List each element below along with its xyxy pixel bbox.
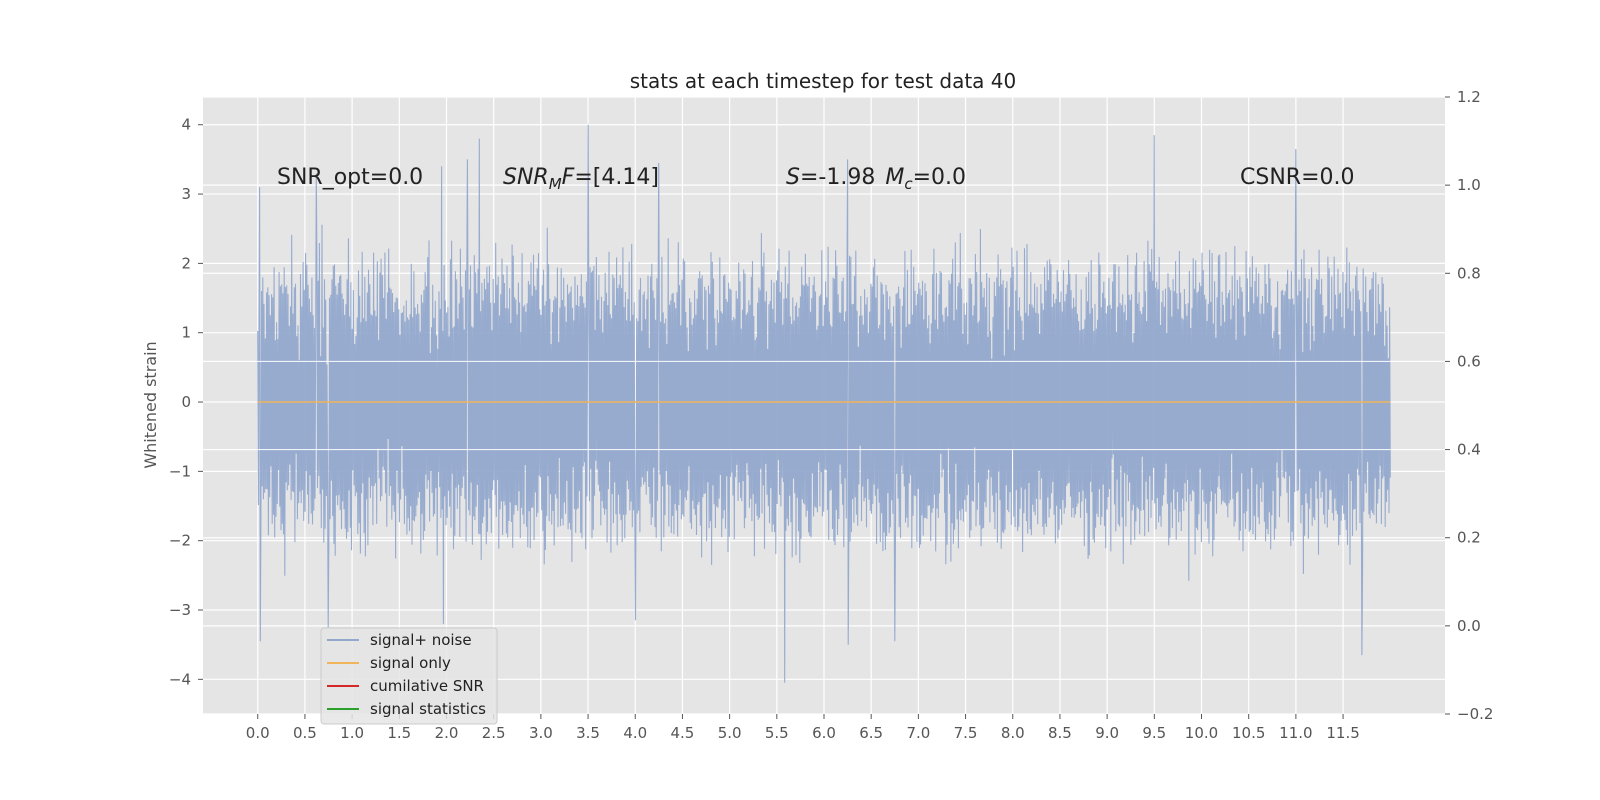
x-tick-label: 1.0 [340,724,364,742]
y-tick-label: −4 [169,670,191,688]
x-tick-label: 8.0 [1001,724,1025,742]
s-value: =-1.98 [800,165,875,190]
annotation-s-mc: S=-1.98 Mc=0.0 [786,165,966,193]
x-tick-label: 6.0 [812,724,836,742]
y-tick-label: −3 [169,601,191,619]
legend-label-signal-only: signal only [370,654,451,672]
x-tick-label: 2.0 [435,724,459,742]
y-axis-right: −0.2 0.0 0.2 0.4 0.6 0.8 1.0 1.2 [1445,88,1493,723]
mc-sub: c [904,175,913,193]
y-axis-left: −4 −3 −2 −1 0 1 2 3 4 [169,116,203,688]
x-tick-label: 5.0 [718,724,742,742]
snr-mf-mid: F [562,165,575,190]
y-tick-label: 0 [181,393,191,411]
x-tick-label: 3.0 [529,724,553,742]
y-axis-label: Whitened strain [141,341,160,468]
y2-tick-label: −0.2 [1457,705,1493,723]
x-tick-label: 9.0 [1095,724,1119,742]
annotation-csnr: CSNR=0.0 [1240,165,1355,190]
x-tick-label: 10.0 [1185,724,1218,742]
mc-value: =0.0 [913,165,966,190]
legend-label-signal-noise: signal+ noise [370,631,472,649]
x-tick-label: 4.5 [671,724,695,742]
y-tick-label: −1 [169,462,191,480]
y-tick-label: −2 [169,532,191,550]
y2-tick-label: 1.0 [1457,176,1481,194]
legend-label-cumilative-snr: cumilative SNR [370,677,484,695]
y2-tick-label: 0.0 [1457,617,1481,635]
mc-prefix: M [885,165,904,190]
y2-tick-label: 0.8 [1457,264,1481,282]
x-tick-label: 9.5 [1142,724,1166,742]
x-tick-label: 2.5 [482,724,506,742]
snr-mf-sub: M [549,175,562,193]
y2-tick-label: 0.4 [1457,441,1481,459]
x-axis: 0.0 0.5 1.0 1.5 2.0 2.5 3.0 3.5 4.0 4.5 5.0 5.5 6.0 6… [246,714,1360,742]
x-tick-label: 10.5 [1232,724,1265,742]
series-signal-noise-line [257,124,1391,683]
x-tick-label: 4.0 [623,724,647,742]
legend-box [320,627,498,725]
x-tick-label: 7.0 [906,724,930,742]
snr-mf-prefix: SNR [503,165,549,190]
y2-tick-label: 1.2 [1457,88,1481,106]
y-tick-label: 1 [181,324,191,342]
x-tick-label: 3.5 [576,724,600,742]
x-tick-label: 0.0 [246,724,270,742]
series-layer [203,124,1445,683]
x-tick-label: 5.5 [765,724,789,742]
y-tick-label: 2 [181,254,191,272]
legend-label-signal-statistics: signal statistics [370,700,486,718]
x-tick-label: 7.5 [954,724,978,742]
x-tick-label: 0.5 [293,724,317,742]
x-tick-label: 8.5 [1048,724,1072,742]
x-tick-label: 11.0 [1279,724,1312,742]
y2-tick-label: 0.2 [1457,529,1481,547]
chart-title: stats at each timestep for test data 40 [630,69,1016,93]
y-tick-label: 4 [181,116,191,134]
y2-tick-label: 0.6 [1457,352,1481,370]
legend: signal+ noise signal only cumilative SNR… [320,627,498,725]
s-prefix: S [786,165,800,190]
x-tick-label: 1.5 [387,724,411,742]
x-tick-label: 11.5 [1326,724,1359,742]
annotation-snr-opt: SNR_opt=0.0 [277,165,423,190]
y-tick-label: 3 [181,185,191,203]
x-tick-label: 6.5 [859,724,883,742]
snr-mf-suffix: =[4.14] [574,165,659,190]
annotation-snr-mf: SNRMF=[4.14] [503,165,659,193]
